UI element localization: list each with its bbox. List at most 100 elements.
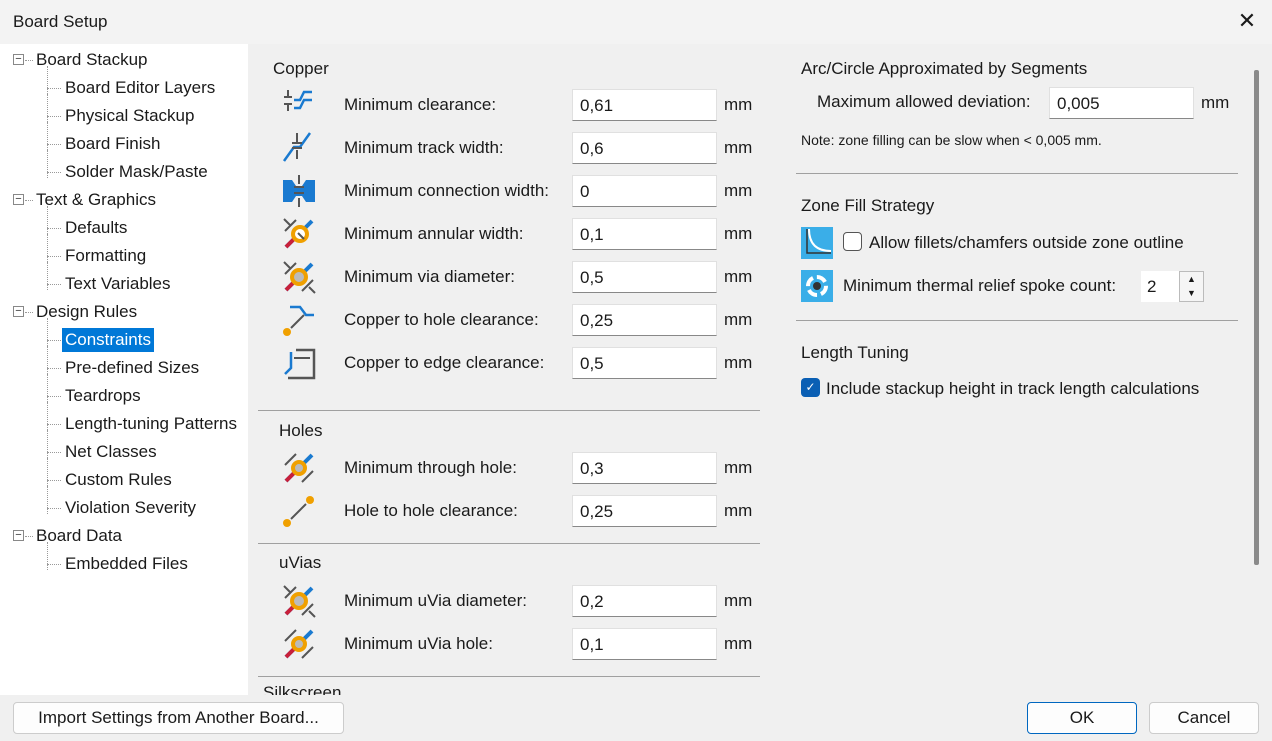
tree-item[interactable]: Custom Rules	[65, 470, 172, 489]
tree-item[interactable]: Board Stackup	[36, 50, 148, 69]
spoke-count-spinner[interactable]: ▲ ▼	[1179, 271, 1204, 302]
tree-item[interactable]: Text Variables	[65, 274, 171, 293]
stackup-checkbox[interactable]: ✓	[801, 378, 820, 397]
tree-connector	[47, 542, 48, 570]
tree-item[interactable]: Defaults	[65, 218, 128, 237]
tree-connector	[25, 536, 33, 537]
copper-hole-clearance-icon	[282, 303, 316, 337]
cancel-button[interactable]: Cancel	[1149, 702, 1259, 734]
unit-label: mm	[724, 310, 753, 329]
expand-toggle-icon[interactable]: −	[13, 194, 24, 205]
field-label: Minimum connection width:	[344, 181, 550, 200]
field-label: Minimum clearance:	[344, 95, 497, 114]
tree-connector	[25, 200, 33, 201]
tree-item[interactable]: Embedded Files	[65, 554, 188, 573]
import-settings-button[interactable]: Import Settings from Another Board...	[13, 702, 344, 734]
field-label: Minimum uVia diameter:	[344, 591, 527, 610]
section-divider	[258, 676, 760, 677]
field-label: Minimum via diameter:	[344, 267, 515, 286]
tree-connector	[47, 452, 61, 453]
stackup-label: Include stackup height in track length c…	[826, 379, 1200, 398]
unit-label: mm	[724, 267, 753, 286]
tree-item[interactable]: Net Classes	[65, 442, 157, 461]
value-input[interactable]: 0,5	[572, 347, 717, 379]
length-tuning-heading: Length Tuning	[801, 343, 909, 362]
close-icon[interactable]: ✕	[1237, 8, 1257, 33]
field-label: Hole to hole clearance:	[344, 501, 518, 520]
tree-connector	[47, 144, 61, 145]
tree-connector	[47, 508, 61, 509]
value-input[interactable]: 0,25	[572, 495, 717, 527]
value-input[interactable]: 0,6	[572, 132, 717, 164]
field-label: Minimum through hole:	[344, 458, 517, 477]
title-bar: Board Setup ✕	[0, 0, 1272, 44]
field-label: Copper to edge clearance:	[344, 353, 545, 372]
ok-button[interactable]: OK	[1027, 702, 1137, 734]
tree-item[interactable]: Length-tuning Patterns	[65, 414, 238, 433]
tree-connector	[47, 94, 48, 122]
tree-item[interactable]: Teardrops	[65, 386, 141, 405]
unit-label: mm	[724, 353, 753, 372]
value-input[interactable]: 0,1	[572, 218, 717, 250]
fillet-icon	[801, 227, 833, 259]
value-input[interactable]: 0,25	[572, 304, 717, 336]
unit-label: mm	[724, 224, 753, 243]
settings-tree: − Board Stackup Board Editor Layers Physica…	[0, 44, 248, 695]
tree-item[interactable]: Violation Severity	[65, 498, 197, 517]
tree-item[interactable]: Text & Graphics	[36, 190, 156, 209]
expand-toggle-icon[interactable]: −	[13, 530, 24, 541]
deviation-label: Maximum allowed deviation:	[817, 92, 1031, 111]
value-input[interactable]: 0,2	[572, 585, 717, 617]
expand-toggle-icon[interactable]: −	[13, 54, 24, 65]
tree-connector	[47, 88, 61, 89]
tree-item[interactable]: Design Rules	[36, 302, 138, 321]
expand-toggle-icon[interactable]: −	[13, 306, 24, 317]
tree-connector	[47, 368, 61, 369]
tree-connector	[47, 564, 61, 565]
uvias-heading: uVias	[279, 553, 322, 572]
tree-item[interactable]: Board Finish	[65, 134, 161, 153]
tree-connector	[25, 312, 33, 313]
hole-to-hole-icon	[282, 494, 316, 528]
tree-connector	[47, 284, 61, 285]
field-label: Minimum annular width:	[344, 224, 524, 243]
arc-heading: Arc/Circle Approximated by Segments	[801, 59, 1088, 78]
tree-item[interactable]: Board Data	[36, 526, 122, 545]
fillets-checkbox[interactable]	[843, 232, 862, 251]
section-divider	[796, 173, 1238, 174]
value-input[interactable]: 0,1	[572, 628, 717, 660]
tree-connector	[25, 60, 33, 61]
edge-clearance-icon	[282, 346, 316, 380]
spoke-count-input[interactable]: 2	[1141, 271, 1179, 302]
unit-label: mm	[724, 591, 753, 610]
tree-item[interactable]: Formatting	[65, 246, 147, 265]
tree-connector	[47, 172, 61, 173]
tree-connector	[47, 374, 48, 402]
value-input[interactable]: 0	[572, 175, 717, 207]
track-width-icon	[282, 131, 316, 165]
value-input[interactable]: 0,61	[572, 89, 717, 121]
tree-item[interactable]: Physical Stackup	[65, 106, 195, 125]
unit-label: mm	[724, 138, 753, 157]
value-input[interactable]: 0,3	[572, 452, 717, 484]
value-input[interactable]: 0,5	[572, 261, 717, 293]
tree-connector	[47, 346, 48, 374]
tree-item[interactable]: Board Editor Layers	[65, 78, 216, 97]
tree-connector	[47, 480, 61, 481]
spoke-count-label: Minimum thermal relief spoke count:	[843, 276, 1117, 295]
tree-item-selected[interactable]: Constraints	[62, 328, 154, 352]
tree-connector	[47, 340, 61, 341]
field-label: Copper to hole clearance:	[344, 310, 539, 329]
tree-item[interactable]: Pre-defined Sizes	[65, 358, 200, 377]
deviation-input[interactable]: 0,005	[1049, 87, 1194, 119]
tree-item[interactable]: Solder Mask/Paste	[65, 162, 208, 181]
tree-connector	[47, 402, 48, 430]
clearance-icon	[282, 88, 316, 122]
section-divider	[796, 320, 1238, 321]
tree-connector	[47, 486, 48, 514]
tree-connector	[47, 396, 61, 397]
constraints-panel: Copper Minimum clearance: 0,61 mm Minimum tr…	[248, 44, 1272, 695]
scrollbar[interactable]	[1254, 70, 1259, 565]
copper-heading: Copper	[273, 59, 329, 78]
through-hole-icon	[282, 451, 316, 485]
